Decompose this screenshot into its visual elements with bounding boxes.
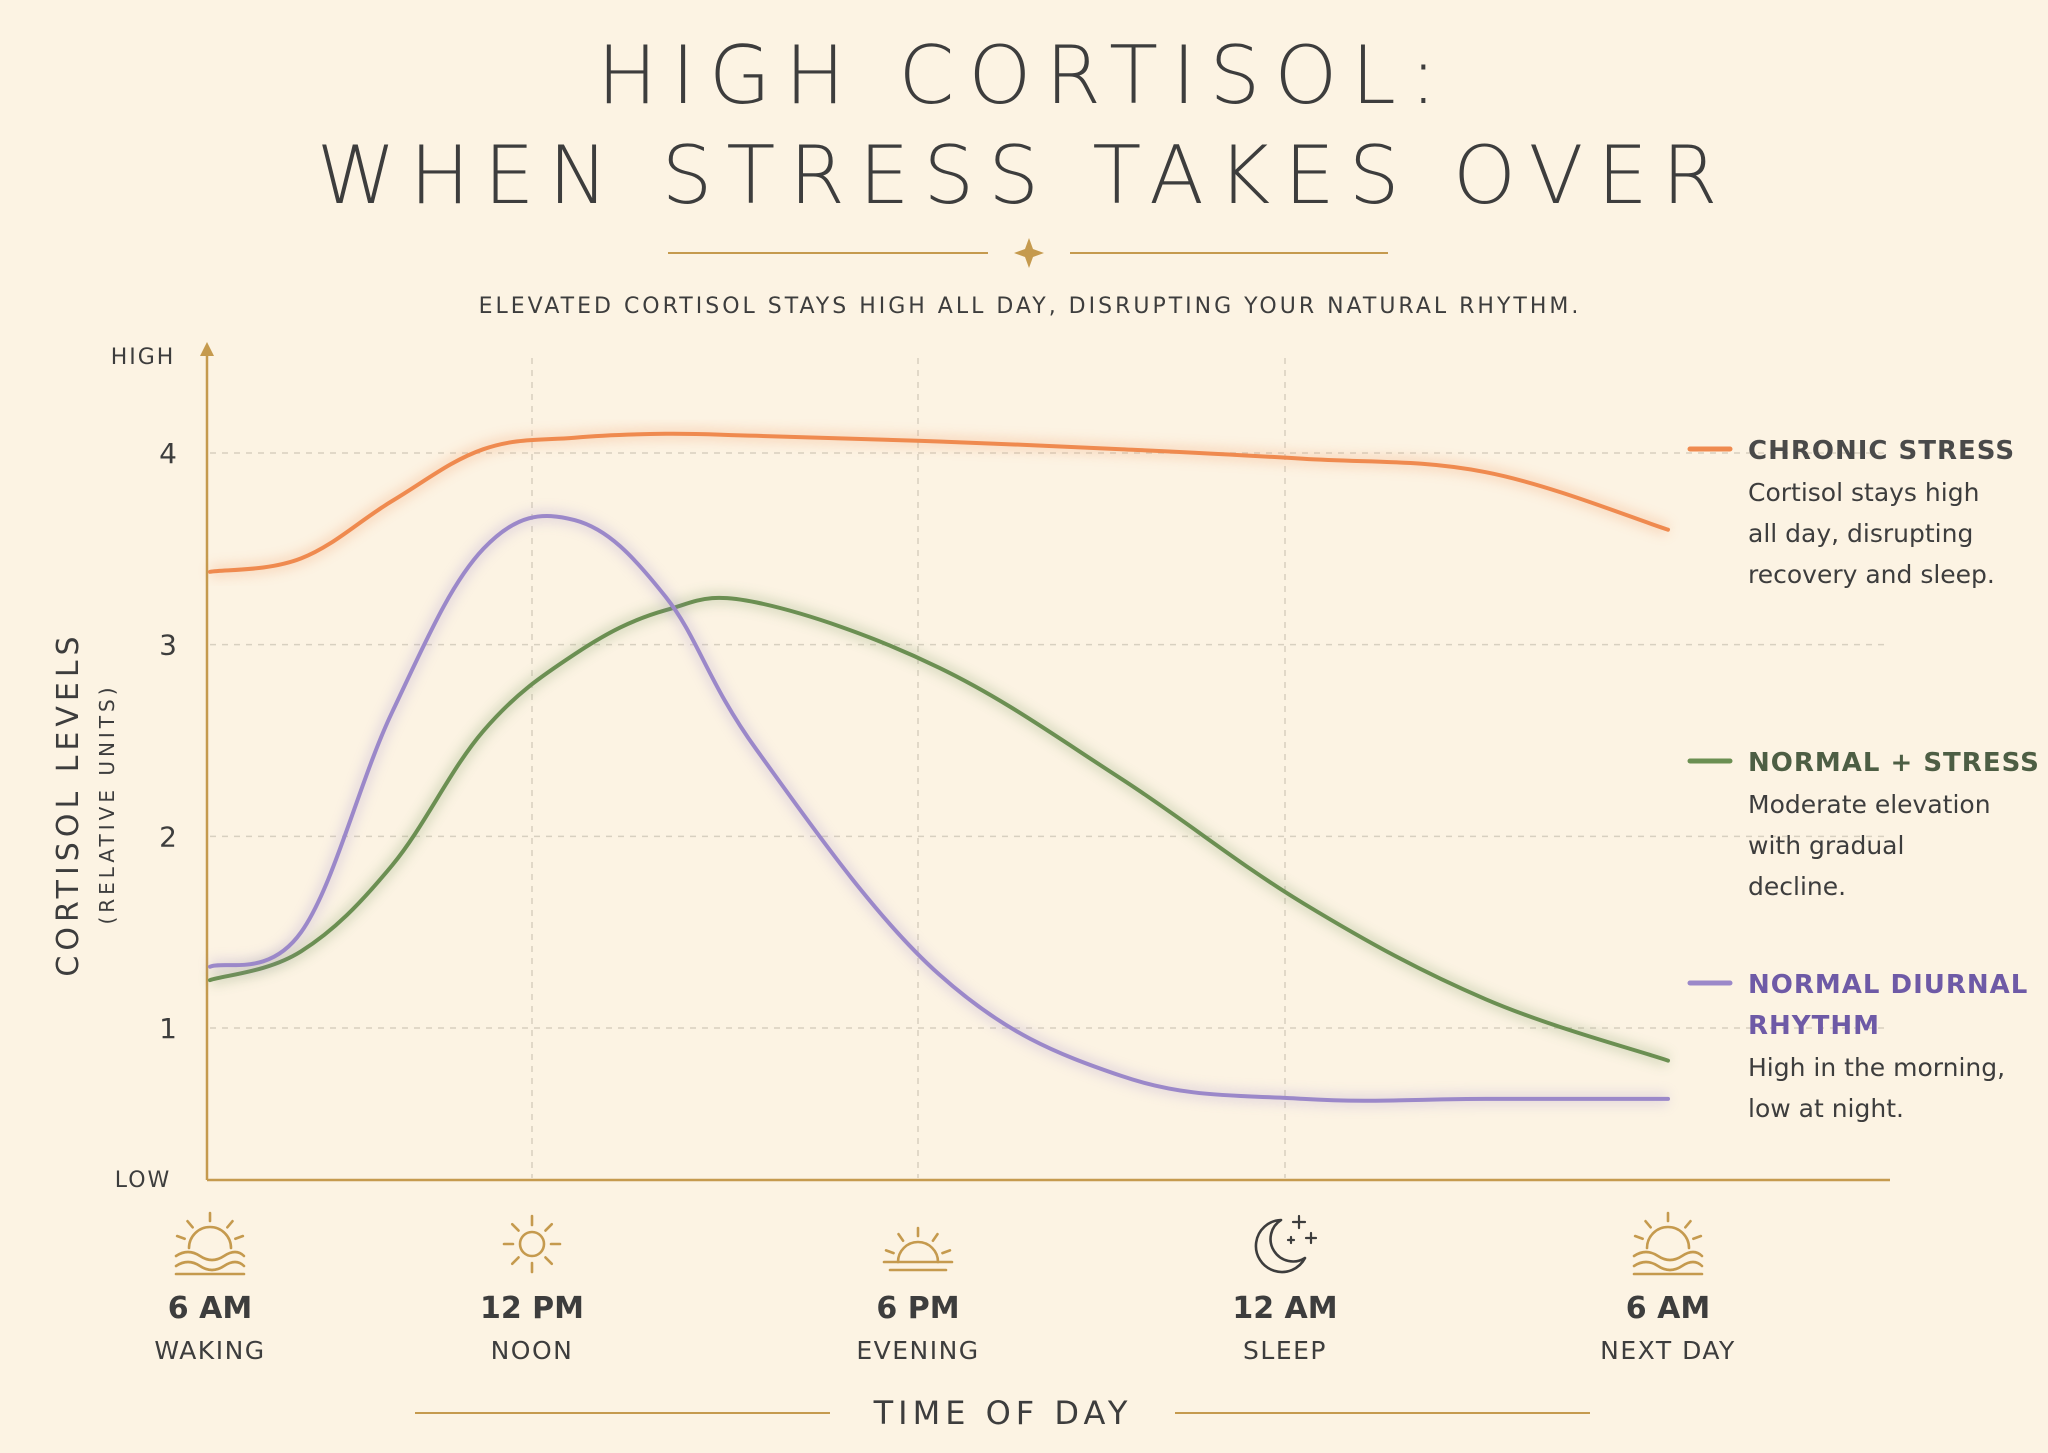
- legend-description-line: Moderate elevation: [1748, 790, 1991, 819]
- y-tick-label: 3: [159, 629, 177, 662]
- x-tick-period-label: EVENING: [856, 1336, 979, 1365]
- moon-stars-icon: [1254, 1214, 1318, 1274]
- legend-series-name: NORMAL DIURNAL RHYTHM: [1748, 970, 2028, 1041]
- x-tick-period-label: NOON: [491, 1336, 574, 1365]
- legend-series-name: NORMAL + STRESS: [1748, 748, 2040, 778]
- title-line-2: WHEN STRESS TAKES OVER: [317, 129, 1732, 222]
- legend-item: NORMAL DIURNAL RHYTHM High in the morning,…: [1687, 970, 2028, 1123]
- series-lines: [207, 427, 1670, 1107]
- x-tick-time-label: 6 AM: [1626, 1291, 1710, 1326]
- legend-item: NORMAL + STRESS Moderate elevation with gr…: [1687, 748, 2040, 901]
- sunset-icon: [882, 1226, 954, 1272]
- series-line-normal-stress: [208, 595, 1670, 1063]
- legend-description-line: with gradual: [1748, 831, 1904, 860]
- sunrise-icon: [1632, 1211, 1704, 1276]
- legend-description-line: low at night.: [1748, 1094, 1904, 1123]
- x-tick-time-label: 6 AM: [168, 1291, 252, 1326]
- title-divider: [668, 238, 1388, 268]
- y-axis-subtitle: (RELATIVE UNITS): [95, 683, 119, 924]
- x-tick-labels: 6 AM WAKING 12 PM NOON 6 PM EVENING 12 AM SLEEP…: [154, 1211, 1736, 1365]
- y-axis-title: CORTISOL LEVELS: [51, 631, 86, 976]
- series-line-chronic-stress: [208, 431, 1670, 574]
- subtitle: ELEVATED CORTISOL STAYS HIGH ALL DAY, DI…: [479, 294, 1582, 319]
- x-tick-time-label: 6 PM: [876, 1291, 959, 1326]
- sunrise-icon: [174, 1211, 246, 1276]
- sun-icon: [502, 1214, 562, 1274]
- axes: [200, 342, 1890, 1182]
- y-tick-label: 1: [159, 1012, 177, 1045]
- y-axis-arrow-icon: [200, 342, 214, 356]
- x-tick-period-label: SLEEP: [1243, 1336, 1327, 1365]
- legend-description-line: Cortisol stays high: [1748, 478, 1979, 507]
- y-tick-label: 2: [159, 820, 177, 853]
- legend-description-line: all day, disrupting: [1748, 519, 1973, 548]
- x-tick-time-label: 12 AM: [1232, 1291, 1337, 1326]
- star-ornament-icon: [1014, 238, 1044, 268]
- x-tick-period-label: NEXT DAY: [1600, 1336, 1736, 1365]
- legend-description-line: decline.: [1748, 872, 1846, 901]
- legend-item: CHRONIC STRESS Cortisol stays high all day…: [1687, 436, 2015, 589]
- y-tick-label: 4: [159, 437, 177, 470]
- legend-series-name: CHRONIC STRESS: [1748, 436, 2015, 466]
- series-line-normal-diurnal-rhythm: [208, 514, 1670, 1103]
- y-axis-low-label: LOW: [115, 1168, 172, 1193]
- legend: CHRONIC STRESS Cortisol stays high all day…: [1687, 436, 2040, 1123]
- series-glow: [209, 427, 1670, 578]
- x-axis-title-group: TIME OF DAY: [415, 1394, 1590, 1432]
- x-tick-period-label: WAKING: [154, 1336, 265, 1365]
- y-tick-labels: 1 2 3 4: [159, 437, 177, 1045]
- legend-description-line: recovery and sleep.: [1748, 560, 1995, 589]
- x-tick-time-label: 12 PM: [480, 1291, 584, 1326]
- y-axis-high-label: HIGH: [111, 345, 176, 370]
- x-axis-title: TIME OF DAY: [873, 1394, 1133, 1432]
- legend-description-line: High in the morning,: [1748, 1053, 2005, 1082]
- title-line-1: HIGH CORTISOL:: [597, 29, 1451, 122]
